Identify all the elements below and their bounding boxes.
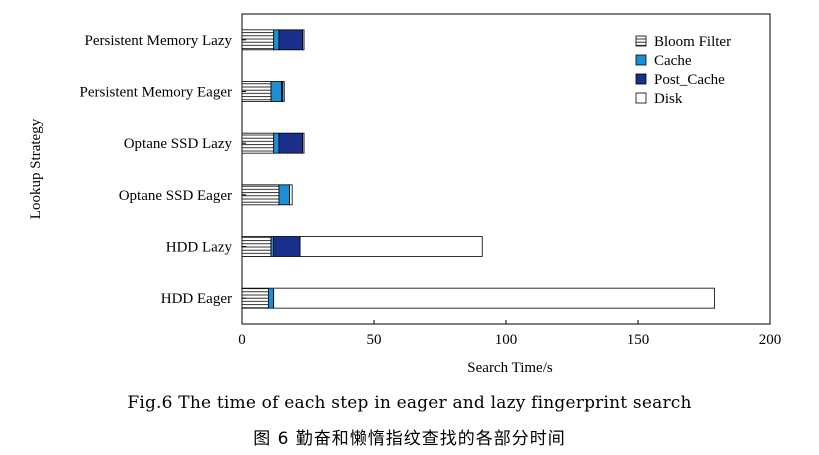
figure-caption-english: Fig.6 The time of each step in eager and…	[127, 393, 692, 413]
bar-persistent-memory-eager-disk	[282, 81, 285, 102]
bar-optane-ssd-lazy-cache	[273, 132, 280, 154]
bar-persistent-memory-lazy-bloom-filter	[241, 29, 275, 51]
x-tick-label: 150	[627, 332, 650, 348]
figure-caption-chinese: 图 6 勤奋和懒惰指纹查找的各部分时间	[253, 429, 566, 449]
legend: Bloom Filter Cache Post_Cache Disk	[635, 34, 731, 107]
x-axis-label: Search Time/s	[467, 360, 553, 376]
bar-hdd-eager-cache	[267, 287, 275, 309]
bar-persistent-memory-eager-bloom-filter	[241, 81, 272, 102]
bar-optane-ssd-eager-bloom-filter	[241, 184, 280, 206]
bar-hdd-lazy-disk	[299, 236, 483, 257]
bar-hdd-lazy-post-cache	[273, 236, 301, 257]
bar-hdd-lazy-bloom-filter	[241, 236, 272, 257]
y-tick-label: Optane SSD Lazy	[124, 136, 233, 152]
bars-group	[241, 29, 715, 309]
bar-optane-ssd-lazy-post-cache	[278, 132, 304, 154]
bar-persistent-memory-lazy-post-cache	[278, 29, 304, 51]
y-axis-label: Lookup Strategy	[28, 118, 44, 219]
y-tick-labels: Persistent Memory Lazy Persistent Memory …	[80, 33, 246, 307]
y-tick-label: Optane SSD Eager	[119, 188, 232, 204]
bar-optane-ssd-eager-cache	[278, 184, 290, 206]
y-tick-label: Persistent Memory Lazy	[85, 33, 233, 49]
y-tick-label: Persistent Memory Eager	[80, 85, 232, 101]
y-tick-label: HDD Lazy	[166, 240, 233, 256]
bar-optane-ssd-eager-disk	[289, 184, 293, 206]
legend-swatch-post-cache	[635, 73, 647, 85]
legend-swatch-disk	[635, 92, 647, 104]
bar-optane-ssd-lazy-bloom-filter	[241, 132, 275, 154]
legend-label-post-cache: Post_Cache	[654, 72, 725, 88]
legend-swatch-bloom-filter	[635, 35, 647, 47]
bar-chart: Persistent Memory Lazy Persistent Memory …	[28, 13, 781, 376]
x-tick-label: 200	[759, 332, 782, 348]
x-tick-label: 50	[367, 332, 382, 348]
bar-persistent-memory-lazy-cache	[273, 29, 280, 51]
legend-label-bloom-filter: Bloom Filter	[654, 34, 731, 50]
legend-label-disk: Disk	[654, 91, 683, 107]
x-tick-labels: 0 50 100 150 200	[238, 320, 781, 348]
y-tick-label: HDD Eager	[161, 291, 232, 307]
legend-label-cache: Cache	[654, 53, 692, 69]
x-tick-label: 0	[238, 332, 246, 348]
x-tick-label: 100	[495, 332, 518, 348]
bar-hdd-eager-disk	[273, 287, 715, 309]
bar-persistent-memory-eager-cache	[270, 81, 283, 102]
bar-persistent-memory-lazy-disk	[302, 29, 305, 51]
bar-optane-ssd-lazy-disk	[302, 132, 305, 154]
legend-swatch-cache	[635, 54, 647, 66]
